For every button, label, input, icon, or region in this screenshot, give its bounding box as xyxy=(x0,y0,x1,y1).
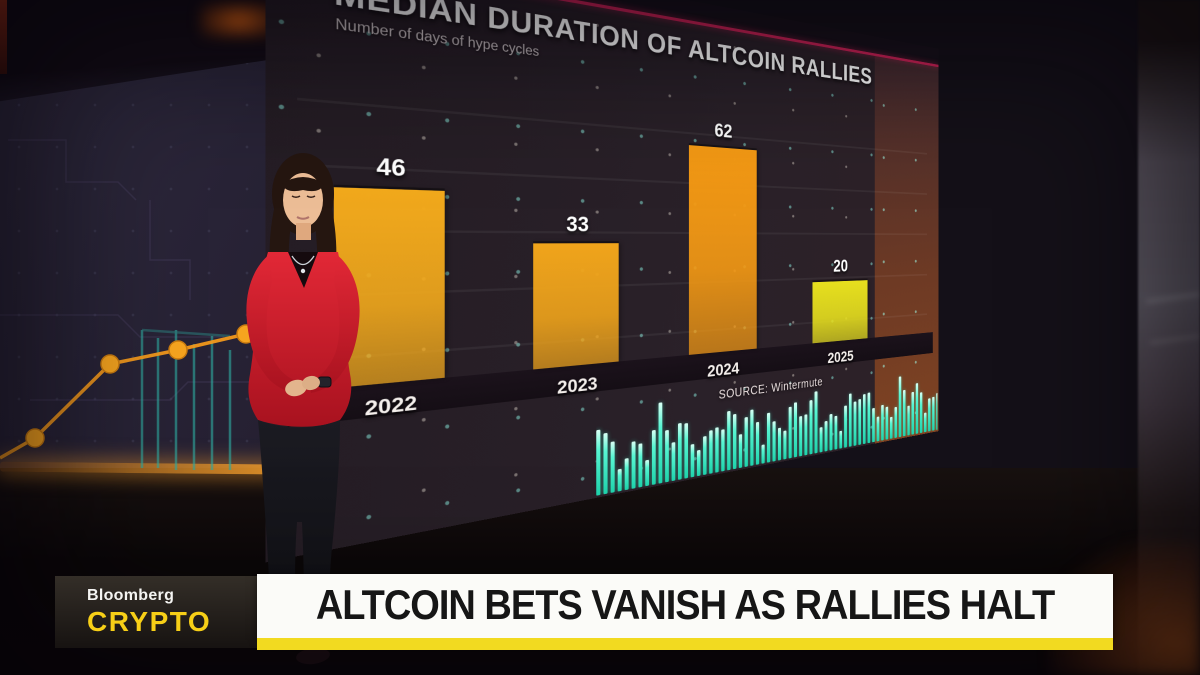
waveform-bar xyxy=(876,416,880,442)
waveform-bar xyxy=(819,427,823,453)
bar xyxy=(688,145,757,355)
presenter-hands xyxy=(285,375,320,397)
waveform-bar xyxy=(696,450,701,477)
presenter-necklace xyxy=(291,255,315,266)
waveform-bar xyxy=(603,432,608,495)
waveform-bar xyxy=(755,422,760,465)
waveform-bar xyxy=(804,413,808,456)
waveform-bar xyxy=(919,392,923,434)
waveform-bar xyxy=(721,429,725,472)
waveform-bar xyxy=(907,405,910,436)
waveform-bar xyxy=(610,441,615,493)
waveform-bar xyxy=(744,416,748,468)
brand-bug: Bloomberg CRYPTO xyxy=(55,576,257,648)
bar xyxy=(533,243,620,370)
waveform-bar xyxy=(799,416,803,457)
brand-network: Bloomberg xyxy=(87,586,175,604)
waveform-bar xyxy=(793,401,797,458)
headline-banner: ALTCOIN BETS VANISH AS RALLIES HALT xyxy=(257,574,1113,638)
waveform-bar xyxy=(767,412,771,463)
waveform-bar xyxy=(894,406,897,439)
waveform-bar xyxy=(631,441,636,489)
bar-category-label: 2025 xyxy=(827,347,854,367)
waveform-bar xyxy=(665,430,669,483)
waveform-bar xyxy=(932,396,935,431)
waveform-bar xyxy=(783,430,787,460)
waveform-bar xyxy=(848,393,852,447)
waveform-bar xyxy=(772,421,776,462)
waveform-bar xyxy=(761,444,765,464)
waveform-bar xyxy=(727,410,731,471)
ceiling-light xyxy=(200,2,278,38)
waveform-bar xyxy=(898,375,902,438)
waveform-bar xyxy=(839,430,843,449)
bar-value-label: 33 xyxy=(566,213,589,238)
waveform-bar xyxy=(738,434,743,469)
presenter-face xyxy=(282,173,324,240)
waveform-bar xyxy=(814,390,818,454)
waveform-bar xyxy=(709,430,713,474)
waveform-bar xyxy=(690,443,695,478)
waveform-bar xyxy=(671,442,676,482)
waveform-bar xyxy=(881,404,884,441)
waveform-bar xyxy=(890,416,893,439)
waveform-bar xyxy=(596,429,601,496)
waveform-bar xyxy=(809,399,813,455)
waveform-bar xyxy=(867,392,871,444)
waveform-bar xyxy=(903,389,906,437)
waveform-bar xyxy=(658,402,663,484)
bar-group-2023: 33 2023 xyxy=(533,103,620,398)
bar xyxy=(812,280,868,344)
waveform-bar xyxy=(924,412,927,433)
headline-underline xyxy=(257,638,1113,650)
waveform-bar xyxy=(788,406,792,459)
set-edge-light xyxy=(0,0,7,74)
waveform-bar xyxy=(863,394,866,445)
bar-group-2024: 62 2024 xyxy=(688,118,757,381)
bar-category-label: 2024 xyxy=(707,358,740,381)
waveform-bar xyxy=(715,427,719,473)
waveform-bar xyxy=(936,392,938,430)
presenter-shoe xyxy=(296,647,330,665)
brand-show: CRYPTO xyxy=(87,605,212,637)
waveform-bar xyxy=(911,391,914,435)
waveform-bar xyxy=(824,420,828,452)
bar-group-2025: 20 2025 xyxy=(812,130,868,367)
waveform-bar xyxy=(844,405,847,448)
waveform-bar xyxy=(617,469,622,492)
waveform-bar xyxy=(645,459,650,487)
waveform-bar xyxy=(684,422,688,479)
bar-value-label: 46 xyxy=(376,155,406,183)
waveform-bar xyxy=(777,428,782,461)
waveform-bar xyxy=(872,408,875,443)
waveform-bar xyxy=(638,443,643,488)
headline-text: ALTCOIN BETS VANISH AS RALLIES HALT xyxy=(315,582,1055,629)
waveform-bar xyxy=(829,414,833,451)
presenter-watch xyxy=(317,376,332,388)
waveform-bar xyxy=(651,430,656,485)
waveform-bar xyxy=(853,401,857,446)
waveform-bar xyxy=(678,422,682,480)
waveform-bar xyxy=(885,406,889,440)
waveform-bar xyxy=(915,382,919,434)
waveform-bar xyxy=(928,397,931,432)
bar-value-label: 62 xyxy=(714,120,733,143)
waveform-bar xyxy=(733,413,737,470)
waveform-bar xyxy=(858,399,862,446)
waveform-bar xyxy=(834,415,838,450)
bar-value-label: 20 xyxy=(833,257,848,277)
waveform-bar xyxy=(750,409,754,466)
presenter-top xyxy=(246,252,360,427)
waveform-bar xyxy=(624,458,629,491)
waveform-bar xyxy=(703,436,707,476)
